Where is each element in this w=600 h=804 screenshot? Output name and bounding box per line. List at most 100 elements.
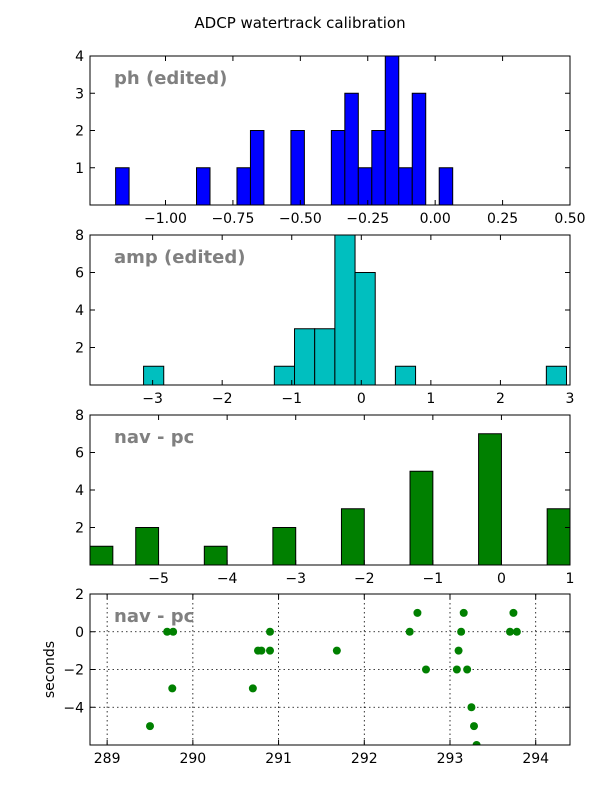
histogram-bar — [143, 365, 165, 385]
histogram-bar — [115, 167, 130, 205]
histogram-bar — [196, 167, 211, 205]
y-tick-label: −2 — [63, 663, 84, 679]
scatter-point — [459, 608, 468, 617]
x-tick-label: −1.00 — [144, 211, 187, 227]
histogram-bar — [409, 470, 434, 565]
plot-area — [143, 235, 568, 385]
y-tick-label: 4 — [75, 483, 84, 499]
histogram-bar — [545, 365, 568, 385]
panel-4: 289 290 291 292 293 294 −4 −2 0 2 nav - pc seconds — [42, 587, 571, 767]
x-tick-label: −0.75 — [211, 211, 254, 227]
x-tick-label: −3 — [285, 571, 306, 587]
x-tick-label: −4 — [217, 571, 238, 587]
x-tick-label: −0.25 — [346, 211, 389, 227]
x-tick-label: 294 — [522, 751, 549, 767]
histogram-bar — [546, 508, 570, 565]
scatter-point — [509, 608, 518, 617]
x-tick-label: −0.50 — [279, 211, 322, 227]
x-tick-label: 0 — [497, 571, 506, 587]
histogram-bar — [384, 56, 400, 205]
x-tick-label: 0.25 — [487, 211, 518, 227]
histogram-bar — [478, 433, 502, 565]
y-tick-label: −4 — [63, 700, 84, 716]
scatter-point — [467, 703, 476, 712]
histogram-bar — [90, 545, 114, 565]
histogram-bar — [314, 328, 336, 385]
scatter-point — [413, 608, 422, 617]
scatter-point — [470, 722, 478, 731]
x-tick-label: 293 — [437, 751, 464, 767]
y-tick-label: 2 — [75, 587, 84, 603]
scatter-point — [163, 627, 172, 636]
y-tick-label: 2 — [75, 341, 84, 357]
x-tick-label: 1 — [566, 571, 575, 587]
y-tick-label: 2 — [75, 521, 84, 537]
panel-2: −3 −2 −1 0 1 2 3 2 4 6 8 amp (edited) — [75, 228, 574, 407]
x-tick-label: −3 — [142, 391, 163, 407]
panel-label: nav - pc — [114, 427, 194, 448]
panel-1: −1.00 −0.75 −0.50 −0.25 0.00 0.25 0.50 1 2 3 4 ph (… — [75, 49, 586, 227]
histogram-bar — [354, 272, 376, 385]
scatter-point — [454, 646, 463, 655]
histogram-bar — [290, 130, 305, 205]
x-tick-label: 3 — [566, 391, 575, 407]
histogram-bar — [135, 527, 160, 565]
x-tick-label: 0 — [357, 391, 366, 407]
scatter-point — [332, 646, 341, 655]
scatter-point — [422, 665, 430, 674]
y-tick-label: 0 — [75, 625, 84, 641]
y-tick-label: 3 — [75, 86, 84, 102]
panel-label: nav - pc — [114, 606, 194, 627]
scatter-point — [146, 722, 154, 731]
scatter-point — [512, 627, 521, 636]
panel-label: ph (edited) — [114, 68, 227, 89]
histogram-bar — [411, 92, 427, 205]
scatter-point — [169, 627, 178, 636]
plot-area — [90, 433, 570, 565]
histogram-bar — [340, 508, 365, 565]
x-tick-label: −2 — [212, 391, 233, 407]
histogram-bar — [249, 130, 265, 205]
scatter-point — [463, 665, 472, 674]
scatter-point — [257, 646, 266, 655]
scatter-point — [457, 627, 466, 636]
x-tick-label: 290 — [179, 751, 206, 767]
scatter-point — [405, 627, 414, 636]
histogram-bar — [371, 130, 386, 205]
x-tick-label: 289 — [94, 751, 121, 767]
y-tick-label: 8 — [75, 228, 84, 244]
y-tick-label: 6 — [75, 266, 84, 282]
histogram-bar — [398, 167, 413, 205]
x-tick-label: 292 — [351, 751, 378, 767]
histogram-bar — [394, 365, 417, 385]
y-tick-label: 8 — [75, 408, 84, 424]
y-axis-label: seconds — [42, 641, 58, 698]
panel-label: amp (edited) — [114, 247, 245, 268]
histogram-bar — [236, 167, 251, 205]
y-tick-label: 6 — [75, 446, 84, 462]
histogram-bar — [438, 167, 454, 205]
histogram-bar — [357, 167, 373, 205]
y-tick-label: 4 — [75, 303, 84, 319]
scatter-point — [266, 627, 274, 636]
y-tick-label: 1 — [75, 161, 84, 177]
x-tick-label: −2 — [354, 571, 375, 587]
x-tick-label: 2 — [496, 391, 505, 407]
histogram-bar — [334, 235, 356, 385]
x-tick-label: 291 — [265, 751, 292, 767]
x-tick-label: −5 — [148, 571, 169, 587]
scatter-point — [472, 741, 481, 745]
scatter-point — [248, 684, 257, 693]
scatter-point — [506, 627, 514, 636]
figure-title: ADCP watertrack calibration — [194, 14, 405, 32]
x-tick-label: −1 — [281, 391, 302, 407]
histogram-bar — [294, 328, 316, 385]
scatter-point — [452, 665, 461, 674]
x-tick-label: 0.00 — [420, 211, 451, 227]
histogram-bar — [330, 130, 346, 205]
plot-area — [90, 594, 570, 745]
x-tick-label: 1 — [426, 391, 435, 407]
y-tick-label: 2 — [75, 124, 84, 140]
plot-area — [115, 56, 454, 205]
